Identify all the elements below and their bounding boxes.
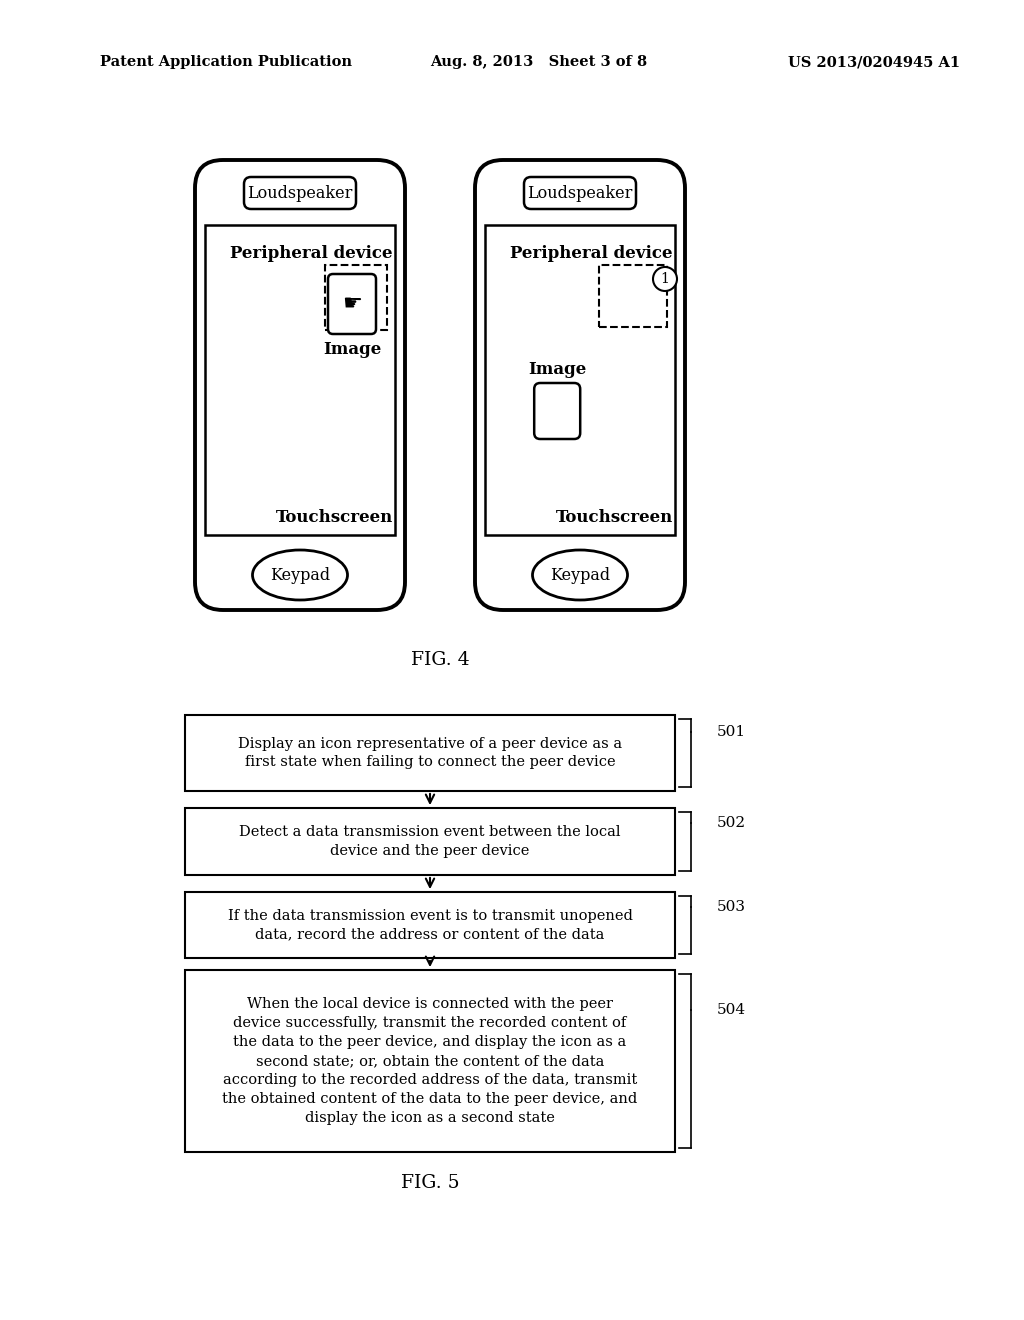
- Text: 1: 1: [660, 272, 670, 286]
- FancyBboxPatch shape: [475, 160, 685, 610]
- Text: 503: 503: [717, 899, 746, 913]
- Text: Touchscreen: Touchscreen: [556, 508, 673, 525]
- Text: When the local device is connected with the peer
device successfully, transmit t: When the local device is connected with …: [222, 997, 638, 1125]
- Text: Peripheral device: Peripheral device: [230, 244, 393, 261]
- Bar: [185, 970, 675, 1152]
- Bar: [325, 265, 387, 330]
- Text: ☛: ☛: [342, 294, 362, 314]
- Bar: [599, 265, 667, 327]
- Text: Display an icon representative of a peer device as a
first state when failing to: Display an icon representative of a peer…: [238, 737, 622, 770]
- Bar: [185, 715, 675, 791]
- Ellipse shape: [532, 550, 628, 601]
- Text: Aug. 8, 2013   Sheet 3 of 8: Aug. 8, 2013 Sheet 3 of 8: [430, 55, 647, 69]
- Text: FIG. 4: FIG. 4: [411, 651, 469, 669]
- Ellipse shape: [253, 550, 347, 601]
- Circle shape: [653, 267, 677, 290]
- Text: US 2013/0204945 A1: US 2013/0204945 A1: [787, 55, 961, 69]
- FancyBboxPatch shape: [524, 177, 636, 209]
- Text: 504: 504: [717, 1003, 746, 1016]
- Text: Touchscreen: Touchscreen: [275, 508, 393, 525]
- Text: Peripheral device: Peripheral device: [511, 244, 673, 261]
- FancyBboxPatch shape: [535, 383, 581, 440]
- Text: Loudspeaker: Loudspeaker: [248, 185, 352, 202]
- Bar: [185, 808, 675, 875]
- Text: FIG. 5: FIG. 5: [400, 1173, 460, 1192]
- Text: 502: 502: [717, 816, 746, 830]
- Text: Loudspeaker: Loudspeaker: [527, 185, 633, 202]
- Bar: [205, 224, 395, 535]
- Text: If the data transmission event is to transmit unopened
data, record the address : If the data transmission event is to tra…: [227, 908, 633, 941]
- Text: Keypad: Keypad: [550, 566, 610, 583]
- FancyBboxPatch shape: [244, 177, 356, 209]
- Text: Keypad: Keypad: [270, 566, 330, 583]
- FancyBboxPatch shape: [328, 275, 376, 334]
- Bar: [485, 224, 675, 535]
- Text: 501: 501: [717, 725, 746, 739]
- Bar: [185, 892, 675, 958]
- Text: Patent Application Publication: Patent Application Publication: [100, 55, 352, 69]
- Text: Detect a data transmission event between the local
device and the peer device: Detect a data transmission event between…: [240, 825, 621, 858]
- Text: Image: Image: [323, 341, 381, 358]
- Text: Image: Image: [528, 362, 587, 379]
- FancyBboxPatch shape: [195, 160, 406, 610]
